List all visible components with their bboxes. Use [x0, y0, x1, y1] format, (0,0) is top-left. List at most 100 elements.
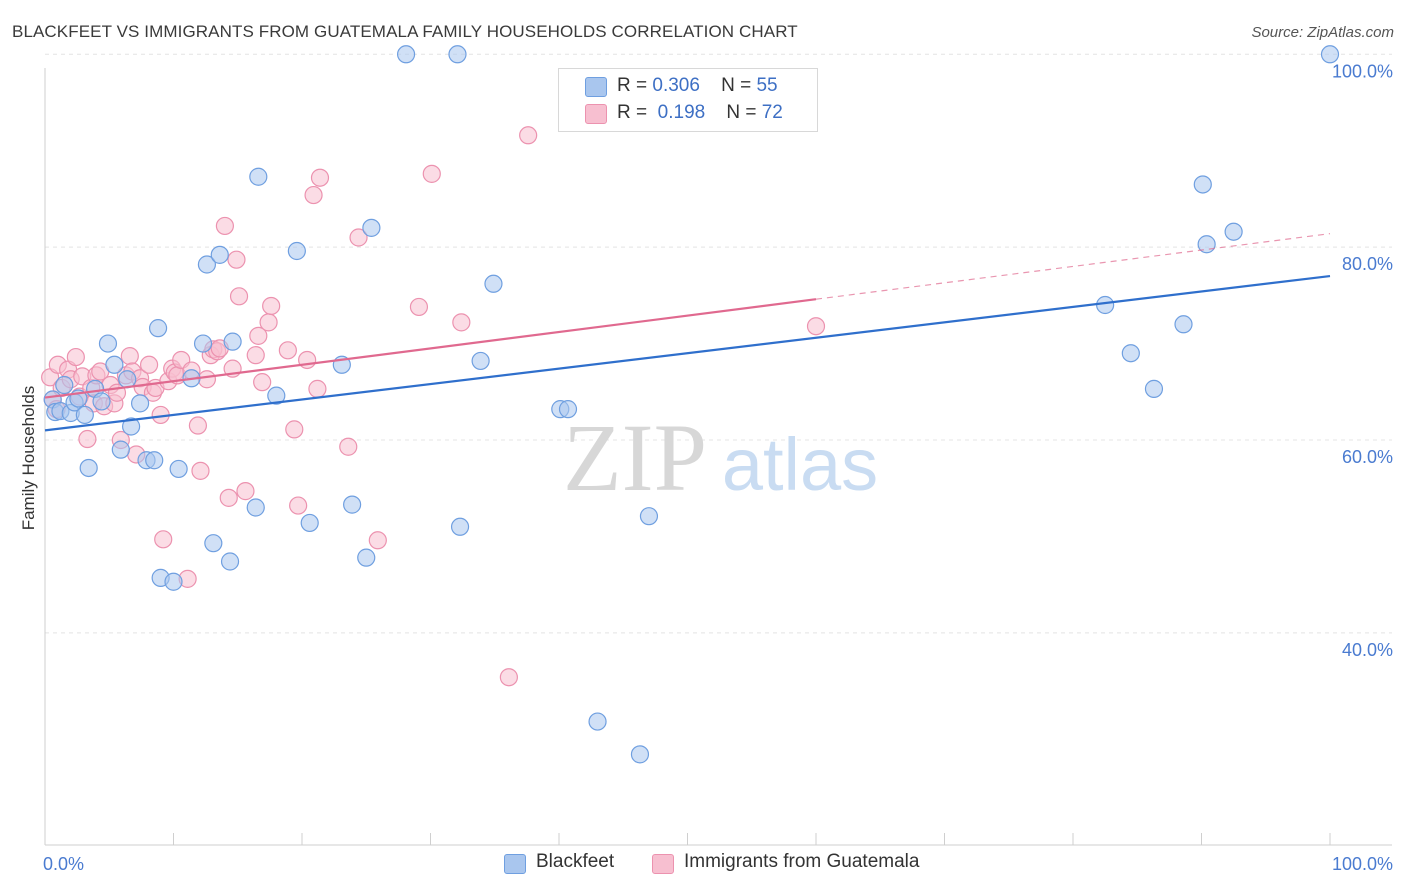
- blackfeet-point: [1121, 344, 1140, 363]
- guatemala-point: [289, 496, 308, 515]
- guatemala-point: [422, 164, 441, 183]
- blackfeet-point: [164, 572, 183, 591]
- blackfeet-legend-swatch: [504, 854, 526, 874]
- blackfeet-point: [1193, 175, 1212, 194]
- legend-n-value: 72: [761, 102, 783, 123]
- correlation-legend: R = 0.306 N = 55 R = 0.198 N = 72: [558, 68, 818, 132]
- guatemala-point: [229, 287, 249, 306]
- legend-r-label: R =: [617, 75, 648, 96]
- blackfeet-point: [558, 400, 578, 419]
- legend-n-label: N =: [721, 75, 752, 96]
- guatemala-point: [246, 346, 265, 365]
- guatemala-point: [310, 168, 330, 187]
- guatemala-point: [304, 185, 323, 205]
- blackfeet-point: [105, 355, 124, 374]
- blackfeet-point: [588, 712, 607, 731]
- blackfeet-legend-label: Blackfeet: [536, 851, 615, 872]
- trend-lines: [44, 233, 1331, 432]
- blackfeet-trend-line: [44, 274, 1331, 432]
- blackfeet-point: [130, 394, 150, 413]
- legend-r-label: R =: [617, 102, 648, 123]
- blackfeet-point: [197, 255, 217, 274]
- x-tick-label-min: 0.0%: [43, 854, 84, 874]
- guatemala-point: [452, 313, 471, 332]
- blackfeet-point: [639, 507, 659, 526]
- blackfeet-point: [223, 332, 242, 351]
- y-tick-labels: 40.0% 60.0% 80.0% 100.0%: [1332, 61, 1393, 660]
- axes: [44, 68, 1392, 846]
- y-tick-label: 100.0%: [1332, 61, 1393, 81]
- guatemala-point: [308, 379, 327, 398]
- y-axis-label: Family Households: [19, 386, 38, 531]
- watermark: ZIP atlas: [563, 404, 878, 511]
- blackfeet-swatch: [585, 77, 607, 97]
- blackfeet-point: [220, 552, 240, 571]
- blackfeet-point: [287, 241, 306, 261]
- blackfeet-point: [92, 392, 111, 411]
- blackfeet-point: [145, 451, 164, 470]
- guatemala-point: [278, 341, 297, 360]
- guatemala-trend-line: [44, 298, 817, 399]
- guatemala-point: [120, 347, 139, 366]
- blackfeet-point: [300, 513, 319, 533]
- blackfeet-point: [79, 458, 98, 478]
- blackfeet-point: [193, 334, 213, 353]
- guatemala-point: [409, 297, 429, 317]
- blackfeet-point: [450, 517, 470, 536]
- guatemala-point: [191, 461, 210, 480]
- blackfeet-point: [267, 386, 286, 405]
- legend-r-value: 0.306: [652, 75, 700, 96]
- x-tick-labels: 0.0% 100.0%: [43, 854, 1393, 874]
- guatemala-point: [188, 416, 208, 435]
- guatemala-point: [236, 482, 255, 501]
- chart-title: BLACKFEET VS IMMIGRANTS FROM GUATEMALA F…: [12, 22, 798, 41]
- blackfeet-point: [246, 498, 265, 517]
- x-tick-label-max: 100.0%: [1332, 854, 1393, 874]
- guatemala-point: [66, 347, 85, 367]
- blackfeet-point: [249, 167, 268, 186]
- guatemala-legend-label: Immigrants from Guatemala: [684, 851, 920, 872]
- guatemala-point: [499, 668, 518, 687]
- y-tick-label: 80.0%: [1342, 254, 1393, 274]
- guatemala-point: [215, 216, 234, 236]
- guatemala-point: [253, 373, 272, 392]
- blackfeet-point: [471, 351, 490, 371]
- blackfeet-point: [484, 274, 503, 293]
- blackfeet-point: [1174, 315, 1193, 334]
- blackfeet-point: [148, 319, 168, 338]
- blackfeet-point: [357, 548, 376, 567]
- guatemala-point: [259, 313, 278, 332]
- blackfeet-point: [1320, 45, 1340, 64]
- blackfeet-point: [362, 218, 381, 237]
- guatemala-point: [154, 530, 173, 549]
- series-guatemala-points: [41, 126, 826, 687]
- guatemala-point: [349, 228, 368, 247]
- blackfeet-point: [1096, 295, 1115, 315]
- blackfeet-point: [169, 459, 188, 479]
- guatemala-point: [227, 250, 246, 269]
- guatemala-point: [78, 429, 97, 449]
- blackfeet-point: [121, 417, 141, 436]
- guatemala-point: [806, 317, 826, 336]
- source-label: Source: ZipAtlas.com: [1251, 24, 1394, 41]
- guatemala-point: [249, 326, 268, 345]
- blackfeet-point: [204, 534, 223, 553]
- guatemala-swatch: [585, 104, 607, 124]
- y-tick-label: 60.0%: [1342, 447, 1393, 467]
- blackfeet-point: [1224, 222, 1243, 241]
- guatemala-point: [519, 126, 538, 145]
- guatemala-point: [262, 296, 281, 316]
- guatemala-point: [285, 420, 304, 439]
- legend-n-value: 55: [756, 75, 778, 96]
- blackfeet-point: [630, 745, 650, 764]
- legend-r-value: 0.198: [657, 102, 706, 123]
- guatemala-point: [339, 437, 358, 456]
- blackfeet-point: [448, 45, 467, 64]
- blackfeet-point: [343, 495, 362, 514]
- y-tick-label: 40.0%: [1342, 640, 1393, 660]
- watermark-atlas: atlas: [722, 423, 878, 506]
- blackfeet-point: [118, 370, 137, 389]
- blackfeet-point: [111, 440, 130, 459]
- blackfeet-point: [396, 45, 416, 64]
